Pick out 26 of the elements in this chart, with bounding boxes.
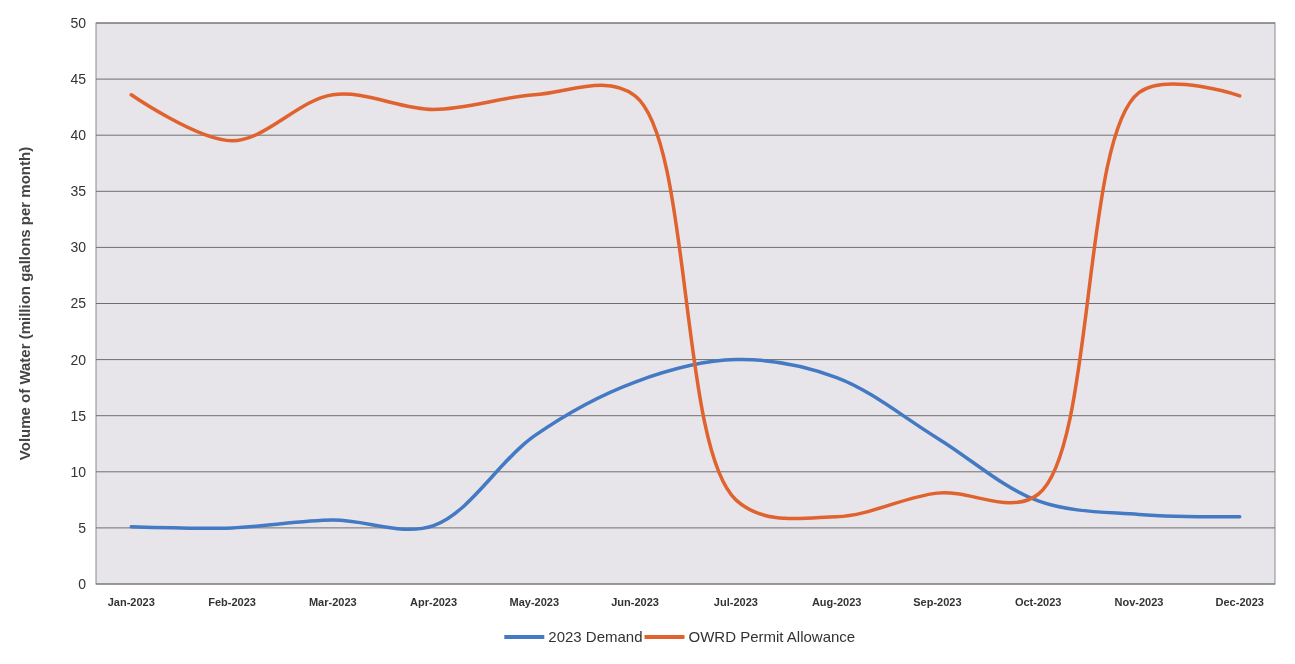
x-tick-label: Feb-2023 <box>208 596 256 608</box>
x-tick-label: Mar-2023 <box>308 596 357 608</box>
legend-label: 2023 Demand <box>548 628 643 645</box>
y-tick-label: 45 <box>70 71 87 87</box>
x-tick-label: Jun-2023 <box>611 596 659 608</box>
y-tick-label: 50 <box>70 14 87 31</box>
x-tick-label: Nov-2023 <box>1114 596 1164 608</box>
x-tick-label: Apr-2023 <box>410 596 458 608</box>
y-tick-label: 40 <box>70 127 87 144</box>
y-tick-label: 30 <box>70 239 87 256</box>
y-tick-label: 10 <box>70 463 87 480</box>
y-tick-label: 5 <box>78 519 87 536</box>
x-tick-label: Oct-2023 <box>1014 596 1062 608</box>
x-tick-label: Dec-2023 <box>1215 596 1264 608</box>
y-tick-label: 15 <box>70 407 87 424</box>
y-tick-label: 35 <box>70 183 87 200</box>
y-axis-title: Volume of Water (million gallons per month) <box>16 146 33 461</box>
x-tick-label: May-2023 <box>509 596 560 608</box>
legend-label: OWRD Permit Allowance <box>688 628 856 645</box>
y-tick-label: 0 <box>78 575 87 592</box>
x-tick-label: Sep-2023 <box>913 596 962 608</box>
y-tick-label: 20 <box>70 351 87 368</box>
y-tick-label: 25 <box>70 295 87 312</box>
x-tick-label: Jul-2023 <box>713 596 758 608</box>
x-tick-label: Aug-2023 <box>811 596 862 608</box>
x-tick-label: Jan-2023 <box>107 596 155 608</box>
